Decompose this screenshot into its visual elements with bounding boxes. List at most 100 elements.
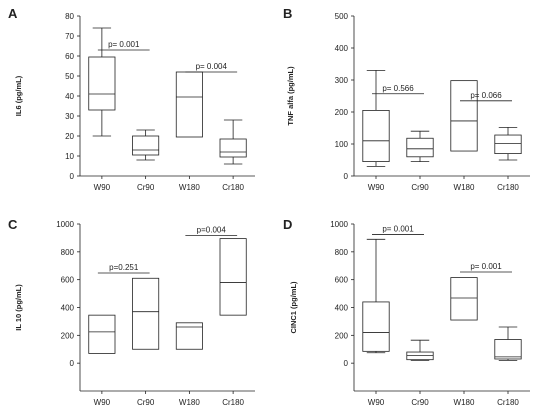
p-value-annotation: p= 0.001 <box>460 262 512 273</box>
y-tick-label: 400 <box>61 304 75 313</box>
box-body <box>132 135 160 156</box>
y-tick-label: 60 <box>65 52 74 61</box>
p-value-annotation: p= 0.566 <box>372 84 424 95</box>
box-cr90 <box>406 339 434 361</box>
y-axis-label: TNF alfa (pg/mL) <box>286 66 295 126</box>
p-value-annotation: p=0.004 <box>185 225 238 236</box>
panel-letter: D <box>283 217 292 232</box>
y-tick-label: 200 <box>335 108 349 117</box>
box-w90 <box>362 238 390 354</box>
y-tick-label: 50 <box>65 72 74 81</box>
box-w90 <box>88 27 116 137</box>
x-tick-label: W180 <box>179 398 200 407</box>
box-cr90 <box>132 277 160 350</box>
y-tick-label: 100 <box>335 140 349 149</box>
x-tick-label: W90 <box>368 398 385 407</box>
panel-letter: A <box>8 6 18 21</box>
x-tick-label: Cr180 <box>497 183 519 192</box>
y-tick-label: 200 <box>61 331 75 340</box>
y-tick-label: 0 <box>70 359 75 368</box>
x-tick-label: W180 <box>454 398 475 407</box>
box-cr180 <box>219 238 247 316</box>
y-tick-label: 800 <box>61 248 75 257</box>
box-body <box>450 80 478 152</box>
box-body <box>219 138 247 158</box>
y-tick-label: 0 <box>344 359 349 368</box>
x-tick-label: Cr180 <box>222 183 244 192</box>
box-cr180 <box>494 326 522 361</box>
box-body <box>494 339 522 360</box>
y-tick-label: 1000 <box>56 220 74 229</box>
box-body <box>132 277 160 350</box>
box-w180 <box>450 80 478 152</box>
p-value-label: p= 0.004 <box>196 62 228 71</box>
p-value-annotation: p=0.251 <box>97 263 150 274</box>
box-body <box>88 314 116 354</box>
y-tick-label: 20 <box>65 132 74 141</box>
x-tick-label: Cr180 <box>497 398 519 407</box>
x-tick-label: Cr90 <box>411 398 429 407</box>
p-value-annotation: p= 0.001 <box>97 40 150 51</box>
box-body <box>406 137 434 158</box>
y-tick-label: 600 <box>61 276 75 285</box>
x-tick-label: W180 <box>179 183 200 192</box>
box-w90 <box>88 314 116 354</box>
panel-letter: C <box>8 217 18 232</box>
p-value-annotation: p= 0.066 <box>460 91 512 102</box>
y-tick-label: 30 <box>65 112 74 121</box>
x-tick-label: Cr90 <box>411 183 429 192</box>
x-tick-label: W90 <box>94 183 111 192</box>
x-tick-label: W180 <box>454 183 475 192</box>
x-tick-label: Cr90 <box>137 398 155 407</box>
panel-d: D CINC1 (pg/mL) 0 200 400 600 800 1000 W90 Cr90 W1… <box>283 217 530 407</box>
y-tick-label: 0 <box>344 172 349 181</box>
box-cr90 <box>132 129 160 161</box>
panel-a: A IL6 (pg/mL) 0 10 20 30 40 50 60 70 80 W90 Cr90 W180… <box>8 6 255 192</box>
box-body <box>362 301 390 352</box>
box-w180 <box>175 322 203 350</box>
p-value-label: p= 0.001 <box>108 40 140 49</box>
box-w180 <box>175 71 203 138</box>
box-w180 <box>450 277 478 321</box>
y-tick-label: 70 <box>65 32 74 41</box>
y-tick-label: 10 <box>65 152 74 161</box>
p-value-label: p= 0.566 <box>382 84 414 93</box>
x-tick-label: Cr180 <box>222 398 244 407</box>
y-axis-label: IL 10 (pg/mL) <box>14 284 23 331</box>
y-tick-label: 400 <box>335 304 349 313</box>
y-tick-label: 600 <box>335 276 349 285</box>
y-tick-label: 800 <box>335 248 349 257</box>
p-value-label: p= 0.001 <box>470 262 502 271</box>
y-tick-label: 80 <box>65 12 74 21</box>
p-value-annotation: p= 0.004 <box>185 62 238 73</box>
y-tick-label: 500 <box>335 12 349 21</box>
panel-c: C IL 10 (pg/mL) 0 200 400 600 800 1000 W90 Cr90 W1… <box>8 217 255 407</box>
y-tick-label: 200 <box>335 331 349 340</box>
y-axis-label: CINC1 (pg/mL) <box>289 281 298 334</box>
box-body <box>175 71 203 138</box>
box-body <box>88 56 116 111</box>
p-value-label: p= 0.001 <box>382 224 414 233</box>
box-cr180 <box>219 119 247 165</box>
p-value-annotation: p= 0.001 <box>372 224 424 235</box>
y-tick-label: 40 <box>65 92 74 101</box>
y-tick-label: 300 <box>335 76 349 85</box>
y-tick-label: 400 <box>335 44 349 53</box>
panel-b: B TNF alfa (pg/mL) 0 100 200 300 400 500 W90 Cr90… <box>283 6 530 192</box>
y-axis-label: IL6 (pg/mL) <box>14 75 23 116</box>
x-tick-label: W90 <box>94 398 111 407</box>
box-body <box>450 277 478 321</box>
box-body <box>219 238 247 316</box>
panel-letter: B <box>283 6 292 21</box>
box-cr180 <box>494 126 522 161</box>
box-body <box>494 134 522 154</box>
y-tick-label: 1000 <box>330 220 348 229</box>
p-value-label: p= 0.066 <box>470 91 502 100</box>
p-value-label: p=0.004 <box>197 225 227 234</box>
x-tick-label: W90 <box>368 183 385 192</box>
box-cr90 <box>406 130 434 163</box>
box-body <box>362 110 390 163</box>
p-value-label: p=0.251 <box>109 263 139 272</box>
y-tick-label: 0 <box>70 172 75 181</box>
